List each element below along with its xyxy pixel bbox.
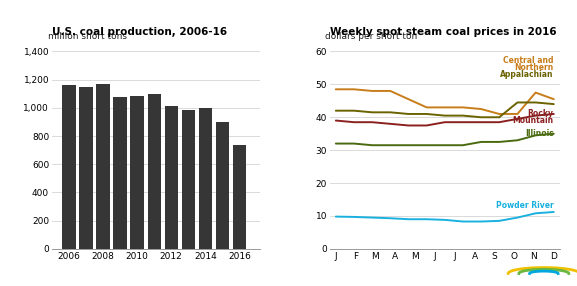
Text: dollars per short ton: dollars per short ton [325, 32, 418, 41]
Text: Central and: Central and [503, 56, 554, 65]
Bar [164, 106, 178, 249]
Text: Northern: Northern [515, 63, 554, 72]
Bar [130, 96, 144, 249]
Bar [62, 85, 76, 249]
Bar [80, 87, 93, 249]
Text: U.S. coal production, 2006-16: U.S. coal production, 2006-16 [52, 27, 227, 37]
Bar [233, 144, 246, 249]
Bar [216, 122, 229, 249]
Bar [114, 97, 127, 249]
Bar [148, 94, 161, 249]
Text: Rocky: Rocky [528, 109, 554, 118]
Text: Powder River: Powder River [496, 201, 554, 210]
Bar [198, 108, 212, 249]
Text: Weekly spot steam coal prices in 2016: Weekly spot steam coal prices in 2016 [330, 27, 556, 37]
Text: Appalachian: Appalachian [500, 69, 554, 79]
Text: Mountain: Mountain [512, 116, 554, 125]
Text: Illinois: Illinois [525, 129, 554, 138]
Bar [96, 84, 110, 249]
Text: million short tons: million short tons [48, 32, 127, 41]
Bar [182, 110, 195, 249]
